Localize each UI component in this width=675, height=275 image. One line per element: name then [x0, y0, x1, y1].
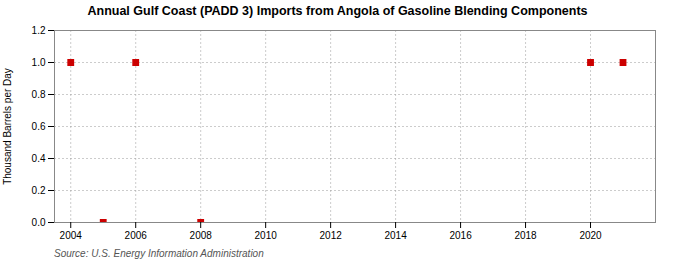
svg-text:2006: 2006 [125, 230, 148, 241]
svg-text:1.0: 1.0 [32, 57, 46, 68]
svg-text:2020: 2020 [579, 230, 602, 241]
svg-text:1.2: 1.2 [32, 25, 46, 36]
html-text:Annual Gulf Coast (PADD 3) Imp: Annual Gulf Coast (PADD 3) Imports from … [87, 4, 588, 18]
html-text:Source: U.S. Energy Informatio: Source: U.S. Energy Information Administ… [54, 248, 264, 259]
svg-text:Thousand Barrels per Day: Thousand Barrels per Day [2, 68, 13, 185]
svg-text:0.0: 0.0 [32, 217, 46, 228]
svg-text:0.4: 0.4 [32, 153, 46, 164]
svg-text:2016: 2016 [449, 230, 472, 241]
svg-text:0.2: 0.2 [32, 185, 46, 196]
svg-text:2010: 2010 [255, 230, 278, 241]
svg-text:0.6: 0.6 [32, 121, 46, 132]
svg-text:0.8: 0.8 [32, 89, 46, 100]
svg-text:2004: 2004 [60, 230, 83, 241]
svg-text:2018: 2018 [514, 230, 537, 241]
svg-text:2014: 2014 [384, 230, 407, 241]
svg-text:2008: 2008 [190, 230, 213, 241]
svg-text:2012: 2012 [320, 230, 343, 241]
